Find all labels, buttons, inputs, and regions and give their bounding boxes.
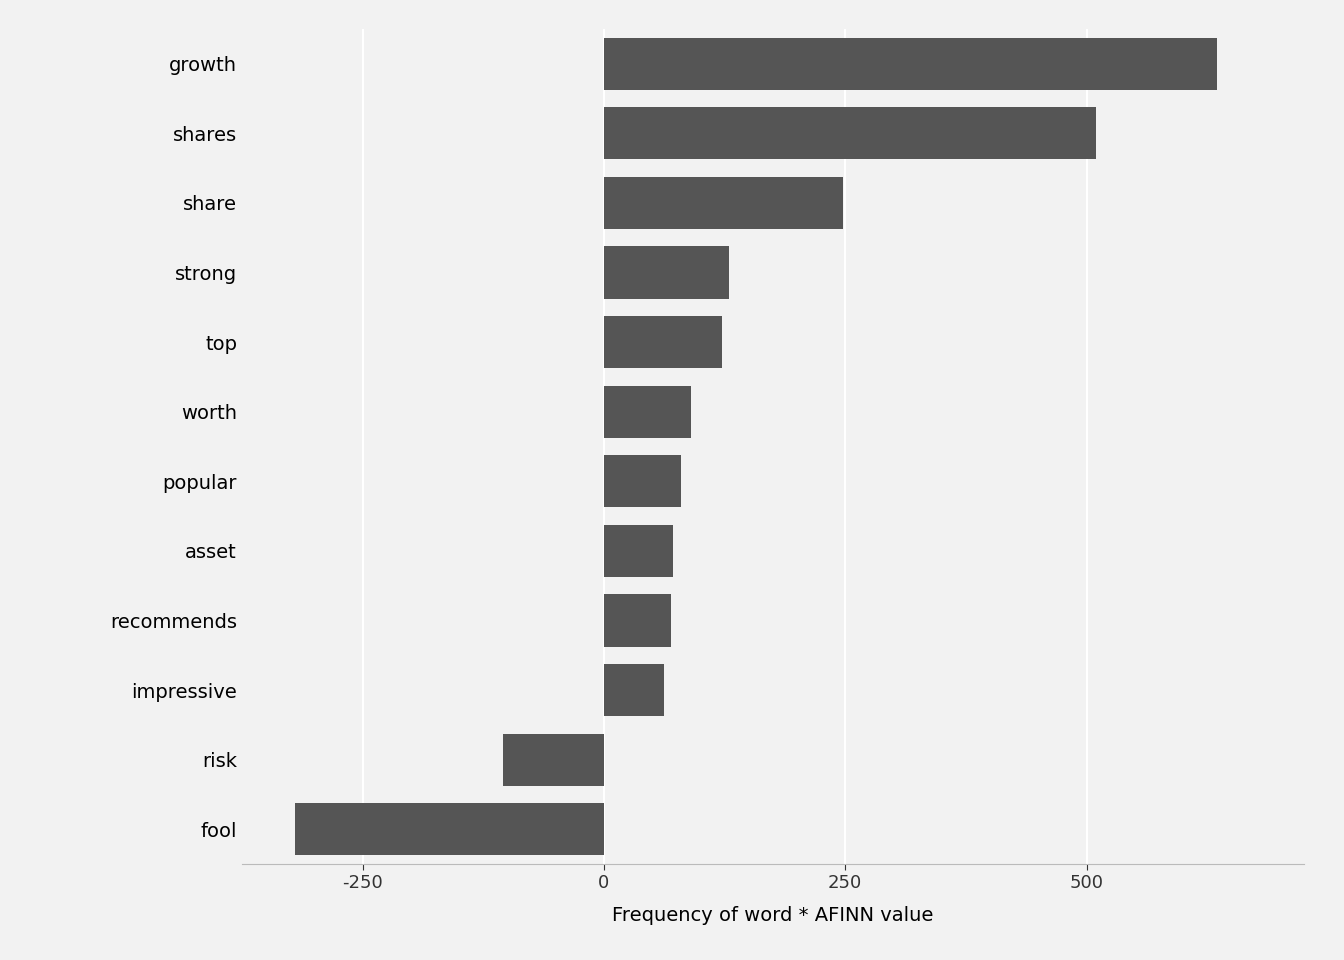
Bar (603, 247, 730, 299)
Bar (603, 108, 1097, 159)
Bar (503, 733, 603, 785)
Bar (603, 316, 722, 368)
Bar (603, 594, 672, 646)
Bar (603, 455, 681, 507)
Bar (603, 37, 1216, 89)
X-axis label: Frequency of word * AFINN value: Frequency of word * AFINN value (612, 906, 934, 925)
Bar (603, 525, 673, 577)
Bar (294, 804, 603, 855)
Bar (603, 177, 843, 228)
Bar (603, 386, 691, 438)
Bar (603, 664, 664, 716)
